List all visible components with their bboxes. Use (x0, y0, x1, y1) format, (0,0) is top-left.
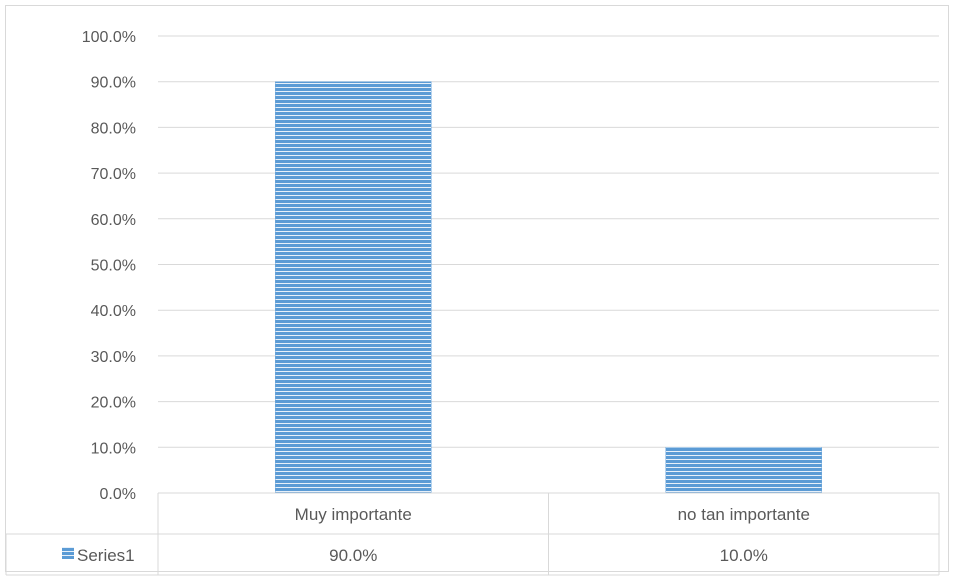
y-tick-label: 50.0% (91, 258, 136, 275)
bar (275, 81, 432, 494)
bars (275, 81, 822, 494)
category-label: no tan importante (678, 505, 810, 524)
data-table-value: 90.0% (329, 546, 377, 565)
y-tick-label: 100.0% (82, 29, 136, 46)
data-table: Muy importante 90.0% no tan importante 10.0… (5, 492, 940, 576)
y-axis-tick-labels: 0.0% 10.0% 20.0% 30.0% 40.0% 50.0% 60.0% 70.0% 8… (82, 29, 136, 503)
y-tick-label: 80.0% (91, 120, 136, 137)
chart-frame (5, 5, 949, 572)
y-tick-label: 20.0% (91, 395, 136, 412)
y-tick-label: 60.0% (91, 212, 136, 229)
data-table-value: 10.0% (720, 546, 768, 565)
y-tick-label: 70.0% (91, 166, 136, 183)
y-tick-label: 30.0% (91, 349, 136, 366)
category-label: Muy importante (295, 505, 412, 524)
bar (665, 447, 822, 494)
y-tick-label: 0.0% (100, 486, 136, 503)
series-name: Series1 (77, 546, 135, 565)
legend-swatch (62, 547, 74, 559)
y-tick-label: 10.0% (91, 440, 136, 457)
y-tick-label: 40.0% (91, 303, 136, 320)
y-tick-label: 90.0% (91, 75, 136, 92)
